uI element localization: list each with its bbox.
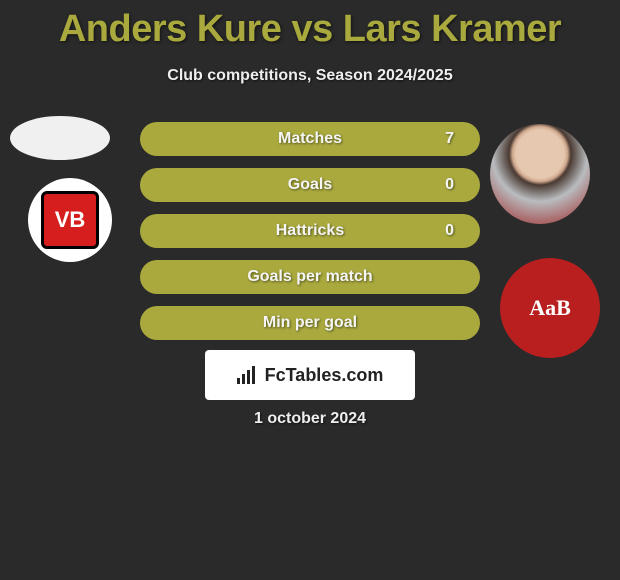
stats-table: Matches 7 Goals 0 Hattricks 0 Goals per … (140, 122, 480, 352)
team-right-badge: AaB (500, 258, 600, 358)
stat-label: Min per goal (206, 314, 414, 332)
subtitle: Club competitions, Season 2024/2025 (0, 67, 620, 85)
stat-row: Goals 0 (140, 168, 480, 202)
team-left-badge-text: VB (41, 191, 99, 249)
stat-row: Matches 7 (140, 122, 480, 156)
stat-right-value: 7 (414, 130, 454, 148)
stat-label: Goals (206, 176, 414, 194)
team-left-badge: VB (28, 178, 112, 262)
chart-icon (237, 366, 259, 384)
page-title: Anders Kure vs Lars Kramer (0, 0, 620, 51)
stat-right-value: 0 (414, 176, 454, 194)
stat-right-value: 0 (414, 222, 454, 240)
stat-label: Hattricks (206, 222, 414, 240)
stat-row: Min per goal (140, 306, 480, 340)
stat-label: Goals per match (206, 268, 414, 286)
team-right-badge-text: AaB (529, 295, 571, 321)
brand-badge: FcTables.com (205, 350, 415, 400)
stat-row: Goals per match (140, 260, 480, 294)
stat-row: Hattricks 0 (140, 214, 480, 248)
brand-text: FcTables.com (265, 365, 384, 386)
player-left-avatar (10, 116, 110, 160)
stat-label: Matches (206, 130, 414, 148)
player-right-avatar (490, 124, 590, 224)
date-text: 1 october 2024 (0, 410, 620, 428)
